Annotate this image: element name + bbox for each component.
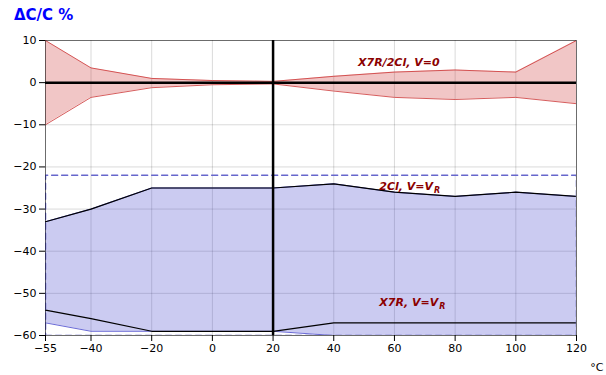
svg-text:80: 80 xyxy=(448,342,462,355)
svg-text:0: 0 xyxy=(209,342,216,355)
svg-text:R: R xyxy=(434,186,440,195)
svg-text:−40: −40 xyxy=(13,245,36,258)
svg-text:X7R, V=V: X7R, V=V xyxy=(378,296,440,309)
svg-text:−50: −50 xyxy=(13,287,36,300)
svg-text:R: R xyxy=(439,302,445,311)
svg-text:−10: −10 xyxy=(13,118,36,131)
svg-text:120: 120 xyxy=(566,342,587,355)
svg-text:10: 10 xyxy=(23,34,37,47)
svg-text:−60: −60 xyxy=(13,329,36,342)
svg-text:2Cl, V=V: 2Cl, V=V xyxy=(379,180,434,193)
svg-text:20: 20 xyxy=(266,342,280,355)
svg-text:−20: −20 xyxy=(140,342,163,355)
svg-text:X7R/2Cl, V=0: X7R/2Cl, V=0 xyxy=(357,56,440,69)
svg-text:60: 60 xyxy=(387,342,401,355)
svg-text:−55: −55 xyxy=(34,342,57,355)
svg-text:−40: −40 xyxy=(79,342,102,355)
svg-text:−30: −30 xyxy=(13,203,36,216)
html-text:ΔC/C %: ΔC/C % xyxy=(14,6,74,24)
svg-text:°C: °C xyxy=(590,361,604,374)
svg-text:40: 40 xyxy=(327,342,341,355)
svg-text:0: 0 xyxy=(30,76,37,89)
svg-text:100: 100 xyxy=(505,342,526,355)
svg-text:−20: −20 xyxy=(13,160,36,173)
